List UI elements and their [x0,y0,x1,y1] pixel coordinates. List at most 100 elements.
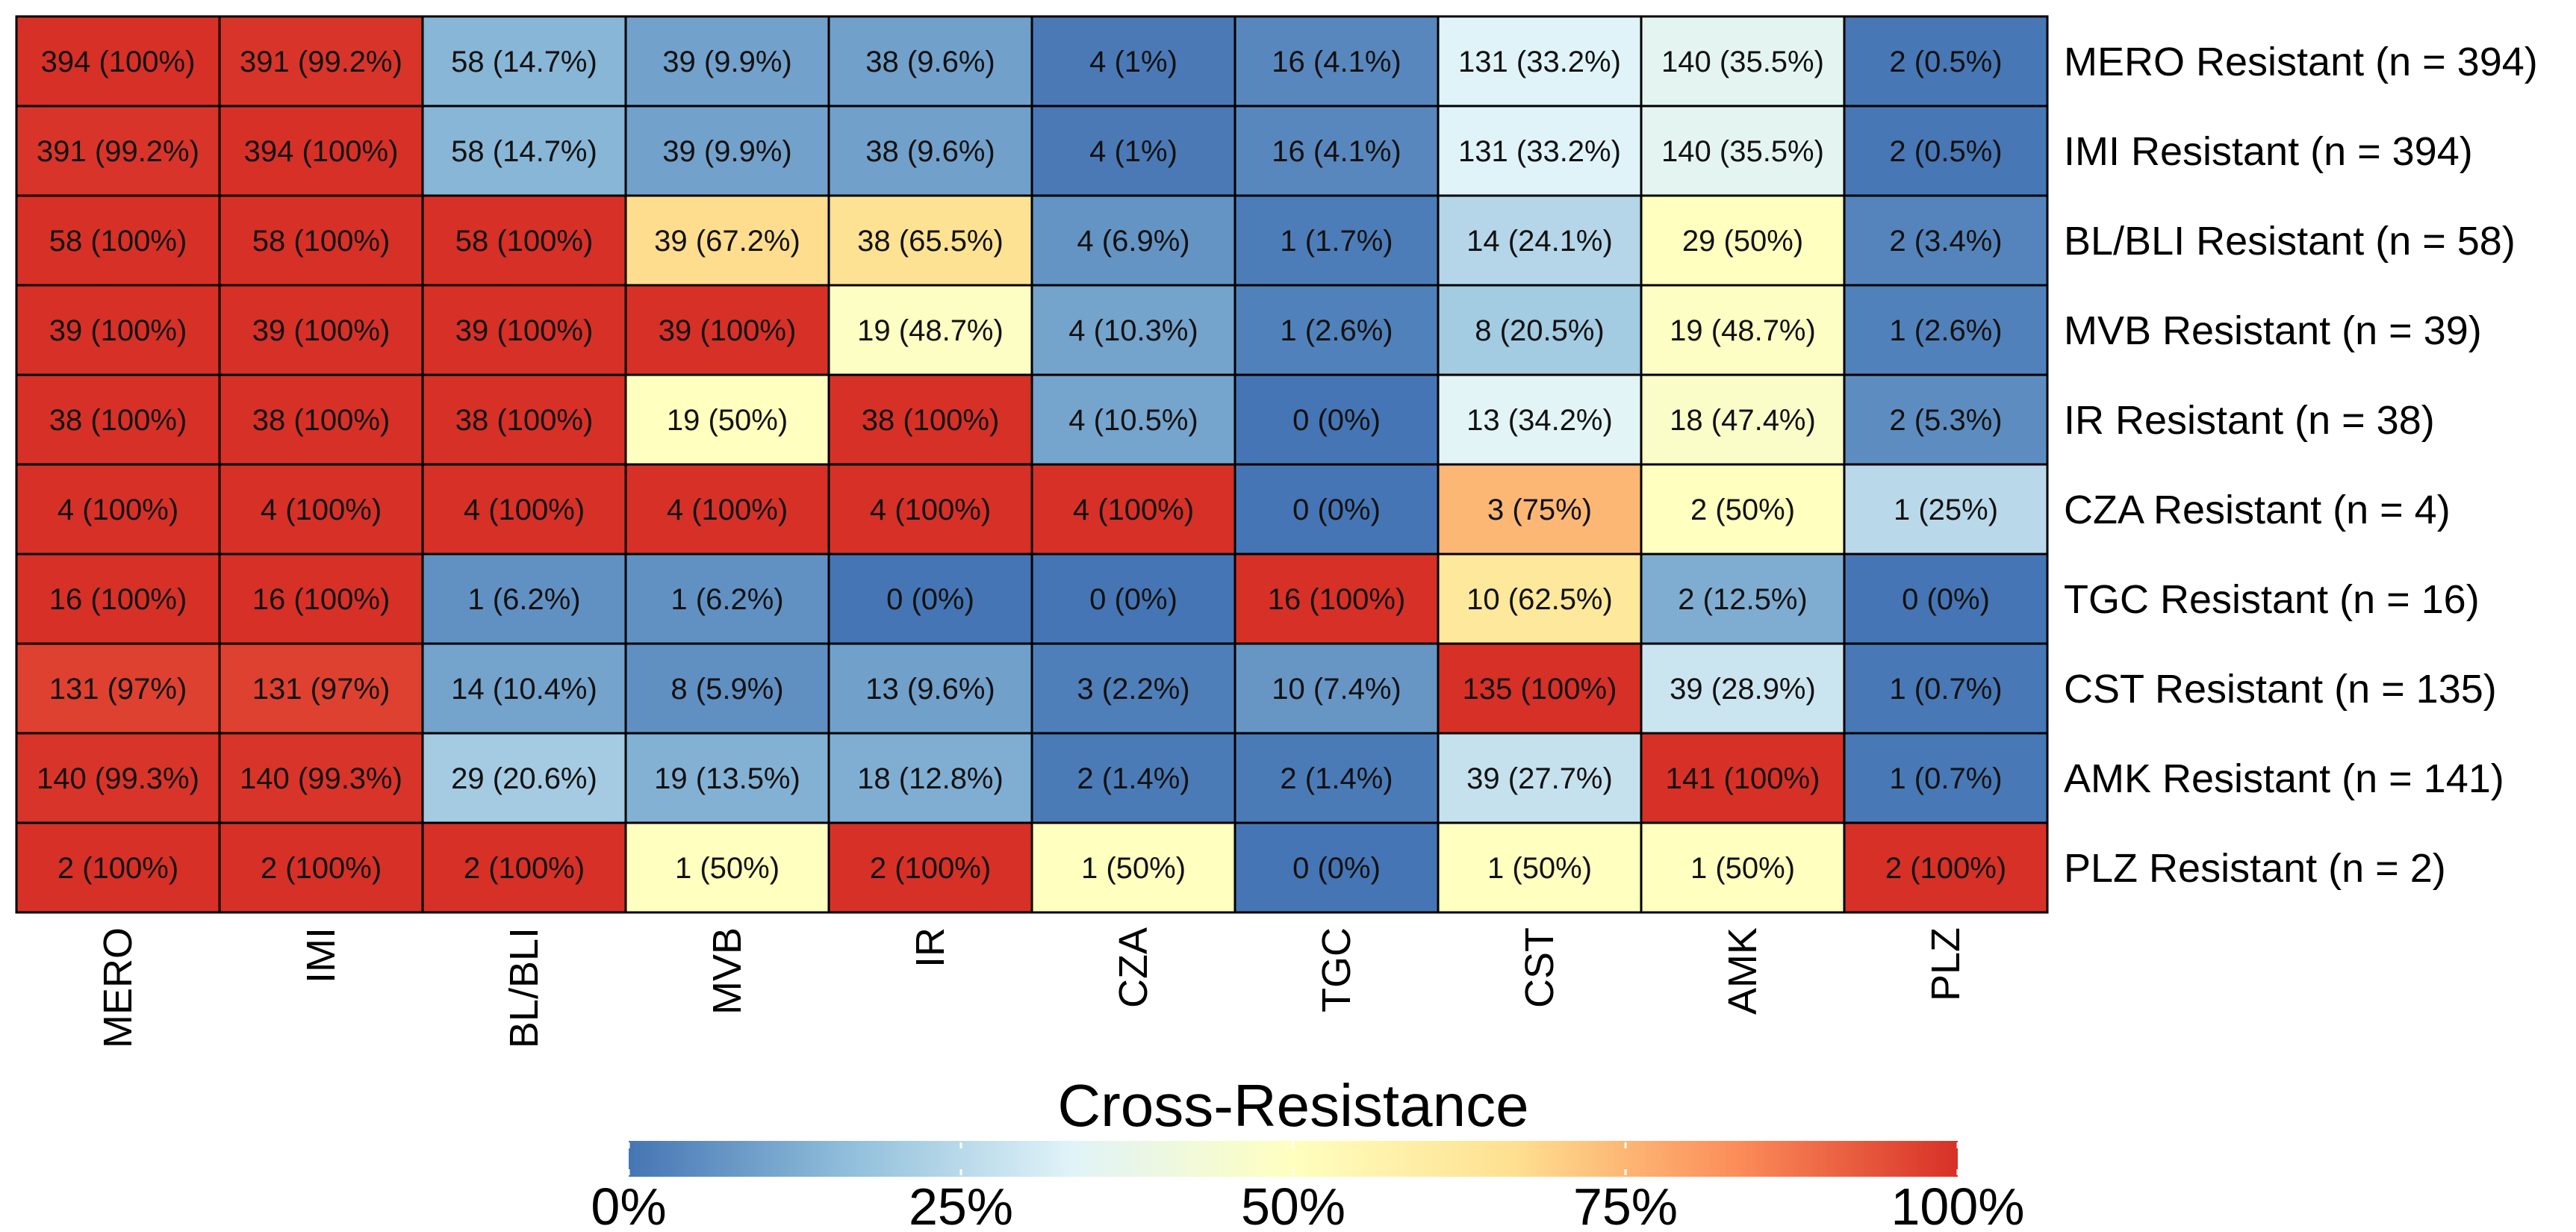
heatmap-cell [15,15,221,108]
heatmap-cell [1640,821,1846,914]
heatmap-cell [421,373,627,466]
heatmap-cell [1843,642,2049,735]
heatmap-cell [1437,105,1643,197]
row-labels: MERO Resistant (n = 394) IMI Resistant (n… [2064,40,2538,891]
cell-value-label: 2 (100%) [261,852,382,885]
cell-value-label: 1 (0.7%) [1889,762,2002,795]
heatmap-cell [1233,553,1440,645]
cell-value-label: 394 (100%) [244,135,399,168]
heatmap-cell [421,194,627,287]
cell-value-label: 16 (4.1%) [1272,135,1401,168]
cell-value-label: 1 (50%) [1690,852,1795,885]
heatmap-cell [218,105,424,197]
column-label: MERO [96,927,140,1048]
cell-value-label: 2 (0.5%) [1889,46,2002,78]
column-label: CZA [1111,927,1156,1008]
legend-tick-label: 50% [1241,1177,1345,1232]
heatmap-cell [827,642,1033,735]
heatmap-cell [1030,15,1236,108]
cell-value-label: 16 (100%) [252,583,391,616]
column-label: TGC [1314,927,1359,1012]
cell-value-label: 4 (100%) [1073,494,1194,526]
heatmap-cell [827,732,1033,824]
cell-value-label: 1 (0.7%) [1889,673,2002,706]
heatmap-cell [1233,821,1440,914]
heatmap-cell [1030,105,1236,197]
heatmap-cell [1640,642,1846,735]
cell-value-label: 1 (1.7%) [1280,225,1393,258]
heatmap-cell [827,821,1033,914]
cell-value-label: 38 (100%) [862,404,1000,437]
cell-value-label: 1 (2.6%) [1280,314,1393,347]
heatmap-cell [218,194,424,287]
heatmap-cell [624,553,830,645]
cell-value-label: 2 (50%) [1690,494,1795,526]
cell-value-label: 19 (50%) [667,404,788,437]
cell-value-label: 2 (1.4%) [1077,762,1189,795]
cell-value-label: 58 (100%) [455,225,594,258]
cell-value-label: 3 (2.2%) [1077,673,1189,706]
heatmap-cell [1030,284,1236,376]
cell-value-label: 4 (100%) [57,494,178,526]
heatmap-cell [421,642,627,735]
cell-value-label: 1 (6.2%) [671,583,783,616]
cell-value-label: 19 (48.7%) [857,314,1004,347]
heatmap-cell [421,732,627,824]
heatmap-cell [1640,553,1846,645]
heatmap-cell [1640,105,1846,197]
row-label: MVB Resistant (n = 39) [2064,308,2482,353]
cell-value-label: 38 (100%) [49,404,187,437]
cell-value-label: 0 (0%) [1089,583,1177,616]
cell-value-label: 2 (100%) [1885,852,2006,885]
heatmap-cell [1437,553,1643,645]
cell-value-label: 58 (14.7%) [451,46,597,78]
heatmap-cell [1843,194,2049,287]
column-label: MVB [705,927,750,1015]
heatmap-cell [15,463,221,556]
cell-value-label: 4 (10.3%) [1068,314,1198,347]
cell-value-label: 4 (100%) [464,494,585,526]
column-label: CST [1517,927,1562,1008]
heatmap-cell [1233,732,1440,824]
heatmap-cell [218,821,424,914]
column-label: IR [908,927,953,968]
cell-value-label: 131 (97%) [252,673,391,706]
row-label: PLZ Resistant (n = 2) [2064,846,2446,891]
cell-value-label: 131 (33.2%) [1458,46,1621,78]
cell-value-label: 135 (100%) [1463,673,1617,706]
heatmap-cell [1233,284,1440,376]
row-label: AMK Resistant (n = 141) [2064,756,2504,801]
cell-value-label: 39 (67.2%) [654,225,800,258]
cell-value-label: 4 (100%) [261,494,382,526]
cell-value-label: 18 (12.8%) [857,762,1004,795]
cell-value-label: 39 (28.9%) [1670,673,1816,706]
heatmap-cell [1030,642,1236,735]
row-label: MERO Resistant (n = 394) [2064,40,2538,84]
cell-value-label: 38 (100%) [455,404,594,437]
cell-value-label: 4 (1%) [1089,135,1177,168]
heatmap-cell [15,194,221,287]
heatmap-cell [218,15,424,108]
legend-tick-label: 100% [1891,1177,2024,1232]
cell-value-label: 2 (3.4%) [1889,225,2002,258]
cell-value-label: 394 (100%) [41,46,196,78]
heatmap-cell [1843,105,2049,197]
cell-value-label: 39 (9.9%) [662,46,791,78]
heatmap-cell [1437,732,1643,824]
color-legend: Cross-Resistance 0% 25% 50% 75% 100% [591,1072,2024,1232]
cell-value-label: 58 (100%) [252,225,391,258]
heatmap-cell [1640,373,1846,466]
cell-value-label: 16 (100%) [49,583,187,616]
cell-value-label: 16 (100%) [1268,583,1406,616]
heatmap-cell [827,373,1033,466]
heatmap-cell [1030,463,1236,556]
cell-value-label: 4 (10.5%) [1068,404,1198,437]
heatmap-cell [624,105,830,197]
heatmap-cell [421,15,627,108]
heatmap-cell [15,821,221,914]
row-label: CZA Resistant (n = 4) [2064,488,2451,532]
heatmap-cell [1030,553,1236,645]
heatmap-cell [827,194,1033,287]
heatmap-cell [1030,821,1236,914]
